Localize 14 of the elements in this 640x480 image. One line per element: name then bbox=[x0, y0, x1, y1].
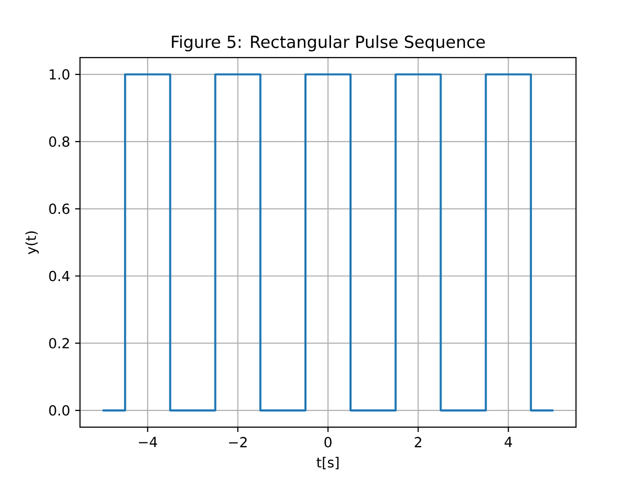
chart-title: Figure 5: Rectangular Pulse Sequence bbox=[172, 35, 485, 52]
x-tick-label: 2 bbox=[414, 436, 422, 448]
x-tick-label: 0 bbox=[324, 436, 332, 448]
y-tick-label: 0.4 bbox=[49, 270, 70, 282]
y-tick-label: 0.6 bbox=[49, 204, 70, 214]
x-tick-label: −4 bbox=[138, 436, 158, 448]
y-tick-label: 0.0 bbox=[49, 405, 70, 416]
y-tick-label: 0.8 bbox=[49, 136, 70, 147]
x-tick-label: −2 bbox=[229, 436, 247, 448]
y-tick-label: 0.2 bbox=[49, 338, 69, 348]
y-tick-label: 1.0 bbox=[50, 69, 70, 80]
x-tick-label: 4 bbox=[504, 436, 512, 448]
y-axis-title: y(t) bbox=[25, 231, 39, 254]
x-axis-title: t[s] bbox=[316, 456, 339, 470]
